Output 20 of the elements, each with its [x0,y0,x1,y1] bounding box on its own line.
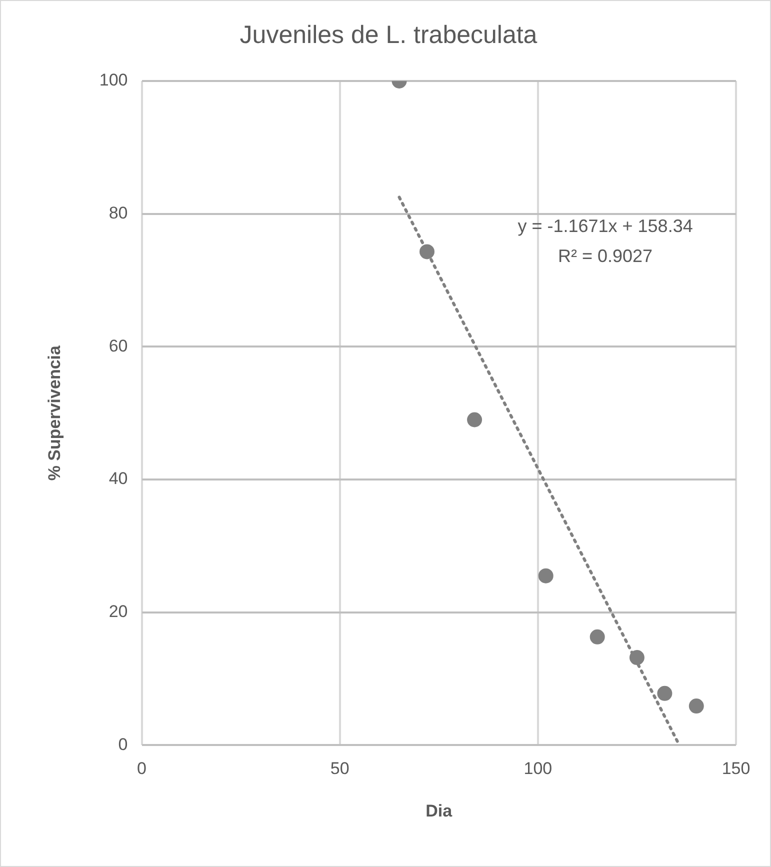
point [688,698,704,714]
x-tick-label: 150 [722,759,750,778]
annotation: R² = 0.9027 [558,246,653,266]
y-axis-title: % Supervivencia [44,344,64,481]
point [590,629,605,644]
y-tick-label: 40 [108,469,128,488]
x-tick-label: 100 [524,759,552,778]
y-tick-label: 0 [118,734,128,754]
x-tick-label: 0 [137,759,146,778]
annotation: y = -1.1671x + 158.34 [518,216,693,236]
y-tick-label: 60 [108,336,128,356]
y-tick-label: 20 [108,602,128,622]
x-tick-label: 50 [330,759,350,778]
x-axis-title: Dia [426,801,453,820]
y-tick-label: 80 [108,204,128,223]
y-tick-label: 100 [99,70,128,90]
point [538,568,554,584]
point [467,412,482,428]
point [657,686,672,701]
chart-title: Juveniles de L. trabeculata [240,20,538,49]
